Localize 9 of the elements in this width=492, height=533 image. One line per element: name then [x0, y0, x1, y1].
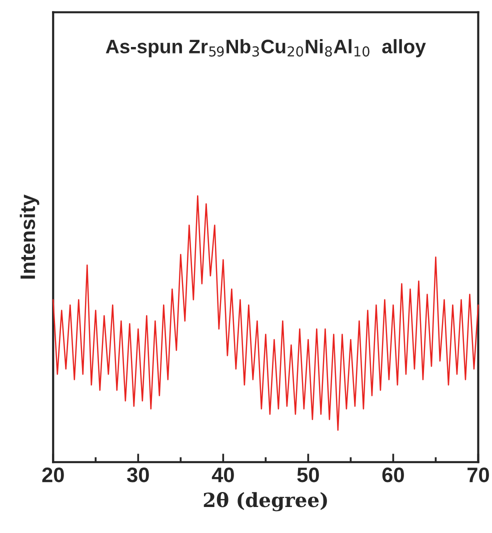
x-tick-label: 20 [42, 468, 64, 482]
x-tick-label: 30 [127, 468, 149, 482]
y-axis-title: Intensity [20, 194, 40, 279]
x-tick-label: 70 [468, 468, 489, 482]
x-tick-label: 50 [297, 468, 319, 482]
x-axis-title: 2θ (degree) [204, 492, 327, 512]
chart-title: As-spun Zr$_{59}$Nb$_{3}$Cu$_{20}$Ni$_{8}$Al$_{10}$ alloy [106, 39, 426, 58]
x-tick-label: 60 [382, 468, 404, 482]
x-tick-label: 40 [212, 468, 234, 482]
